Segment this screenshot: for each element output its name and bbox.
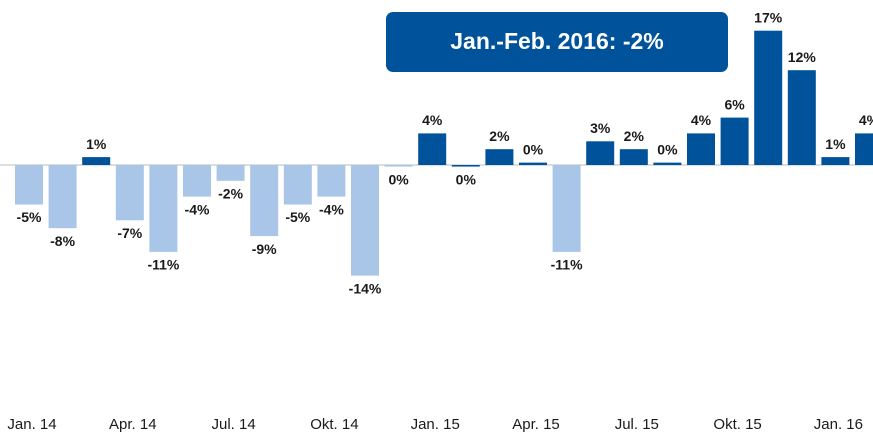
value-label: -4% — [319, 201, 344, 217]
bar — [183, 165, 211, 197]
value-label: 4% — [859, 112, 873, 128]
value-label: 4% — [422, 112, 443, 128]
value-label: 6% — [724, 96, 745, 112]
bar — [384, 165, 413, 167]
bar — [82, 157, 111, 165]
x-tick-label: Jan. 15 — [411, 416, 460, 433]
bar — [351, 165, 379, 276]
value-label: -8% — [50, 233, 75, 249]
bar — [754, 30, 783, 166]
value-label: -2% — [218, 186, 243, 202]
value-label: -5% — [285, 209, 310, 225]
value-label: -11% — [147, 257, 179, 273]
bar — [519, 162, 547, 165]
bar — [48, 165, 77, 229]
bar — [451, 165, 480, 167]
bar — [787, 70, 816, 165]
x-tick-label: Jul. 15 — [615, 416, 659, 433]
annotation-box — [386, 12, 728, 72]
bar — [586, 141, 615, 165]
value-label: 4% — [691, 112, 712, 128]
bar — [149, 165, 178, 252]
bar — [418, 133, 447, 165]
x-tick-label: Apr. 14 — [109, 416, 157, 433]
value-label: -14% — [349, 280, 382, 296]
x-tick-label: Okt. 14 — [310, 416, 358, 433]
bar — [653, 162, 682, 165]
bar — [250, 165, 279, 237]
bar — [720, 117, 749, 165]
x-tick-label: Okt. 15 — [713, 416, 761, 433]
bar — [855, 133, 873, 165]
annotation: Jan.-Feb. 2016: -2% — [450, 28, 663, 54]
bar — [216, 165, 245, 181]
bar — [317, 165, 346, 197]
bar — [619, 149, 648, 165]
value-label: -11% — [551, 257, 583, 273]
bar — [552, 165, 581, 252]
bar — [485, 149, 514, 165]
value-label: -9% — [252, 241, 277, 257]
value-label: 0% — [456, 171, 477, 187]
bar — [687, 133, 715, 165]
bar — [15, 165, 43, 205]
value-label: 12% — [788, 49, 817, 65]
value-label: 0% — [523, 141, 544, 157]
value-label: 17% — [754, 9, 783, 25]
bar — [821, 157, 850, 165]
value-label: 2% — [624, 128, 645, 144]
x-tick-label: Apr. 15 — [512, 416, 560, 433]
x-tick-label: Jul. 14 — [211, 416, 255, 433]
value-label: -7% — [117, 225, 142, 241]
value-label: 0% — [657, 141, 678, 157]
value-label: 2% — [489, 128, 510, 144]
value-label: -5% — [17, 209, 42, 225]
bar — [283, 165, 312, 205]
value-label: -4% — [185, 201, 210, 217]
bar — [115, 165, 144, 221]
value-label: 1% — [825, 136, 846, 152]
value-label: 1% — [86, 136, 107, 152]
value-label: 0% — [388, 171, 409, 187]
value-label: 3% — [590, 120, 611, 136]
x-tick-label: Jan. 14 — [7, 416, 56, 433]
x-tick-label: Jan. 16 — [814, 416, 863, 433]
